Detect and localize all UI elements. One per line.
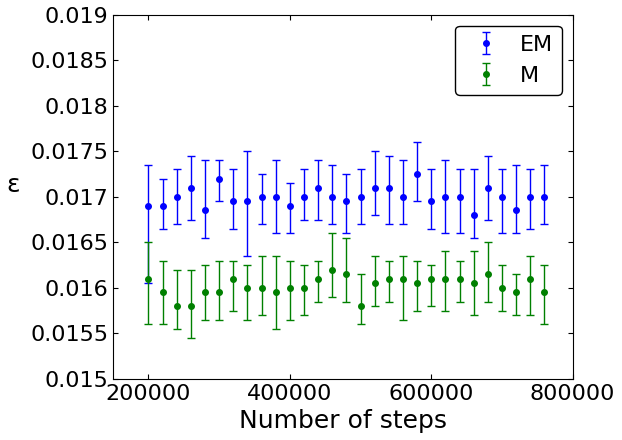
X-axis label: Number of steps: Number of steps [239,409,447,433]
Y-axis label: ε: ε [7,173,20,197]
Legend: EM, M: EM, M [455,26,562,95]
